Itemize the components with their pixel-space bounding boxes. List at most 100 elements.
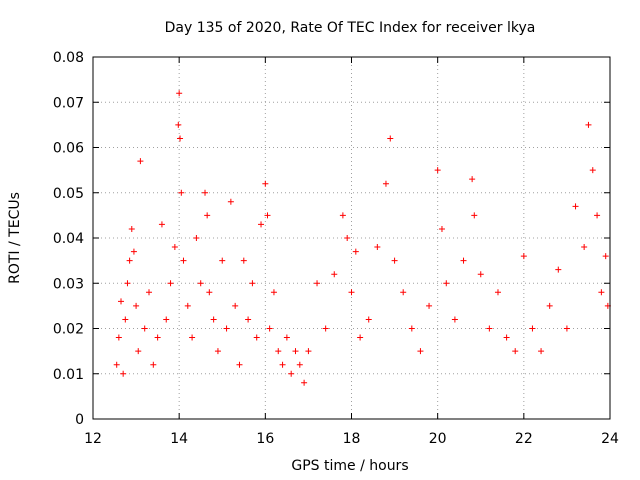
data-point [563,325,570,332]
y-tick-label: 0.06 [53,141,84,157]
data-point [270,289,277,296]
data-point [193,235,200,241]
x-tick-label: 12 [84,431,102,447]
data-point [146,289,153,296]
data-point [529,325,536,332]
data-point [296,361,303,368]
data-point [400,289,407,296]
y-tick-label: 0.02 [53,322,84,338]
data-point [236,361,243,368]
x-tick-label: 24 [601,431,619,447]
data-point [460,257,467,264]
data-point [184,302,191,309]
data-point [520,253,527,260]
x-tick-label: 16 [256,431,274,447]
data-point [223,325,230,332]
data-point [141,325,148,332]
data-point [538,348,545,355]
data-point [176,90,183,97]
data-point [264,212,271,219]
data-point [232,302,239,309]
data-point [167,280,174,287]
y-axis-label: ROTI / TECUs [7,192,23,284]
data-point [602,253,609,260]
data-point [555,266,562,273]
data-point [382,180,389,187]
data-point [245,316,252,323]
data-point [503,334,510,341]
data-point [434,167,441,174]
x-tick-label: 20 [429,431,447,447]
data-point [150,361,157,368]
data-point [163,316,170,323]
data-point [357,334,364,341]
data-point [189,334,196,341]
data-point [178,189,185,196]
data-point [283,334,290,341]
data-point [240,257,247,264]
data-point [124,280,131,287]
data-point [477,271,484,278]
data-point [154,334,161,341]
data-point [214,348,221,355]
data-point [249,280,256,287]
data-point [206,289,213,296]
data-point [301,379,308,386]
data-point [202,189,209,196]
data-point [305,348,312,355]
x-tick-label: 18 [343,431,361,447]
y-tick-label: 0 [75,412,84,428]
y-tick-label: 0.07 [53,95,84,111]
data-point [585,121,592,128]
data-points [113,90,611,386]
data-point [275,348,282,355]
data-point [130,248,137,255]
data-point [598,289,605,296]
data-point [486,325,493,332]
data-point [408,325,415,332]
data-point [438,225,445,232]
data-point [204,212,211,219]
data-point [158,221,165,228]
data-point [387,135,394,142]
data-point [374,244,381,251]
data-point [443,280,450,287]
data-point [258,221,265,228]
chart-title: Day 135 of 2020, Rate Of TEC Index for r… [165,20,536,36]
data-point [589,167,596,174]
data-point [426,302,433,309]
data-point [471,212,478,219]
data-point [175,121,182,128]
data-point [451,316,458,323]
data-point [339,212,346,219]
y-tick-label: 0.04 [53,231,84,247]
data-point [219,257,226,264]
data-point [115,334,122,341]
data-point [581,244,588,251]
data-point [322,325,329,332]
data-point [253,334,260,341]
data-point [118,298,125,305]
data-point [417,348,424,355]
y-tick-label: 0.03 [53,276,84,292]
data-point [288,370,295,377]
data-point [120,370,127,377]
data-point [197,280,204,287]
data-point [546,302,553,309]
data-point [126,257,133,264]
data-point [137,158,144,165]
data-point [135,348,142,355]
grid-lines [93,57,610,419]
y-tick-label: 0.01 [53,367,84,383]
data-point [177,135,184,142]
data-point [128,225,135,232]
data-point [344,235,351,241]
data-point [594,212,601,219]
data-point [331,271,338,278]
data-point [494,289,501,296]
data-point [279,361,286,368]
data-point [391,257,398,264]
data-point [348,289,355,296]
data-point [352,248,359,255]
